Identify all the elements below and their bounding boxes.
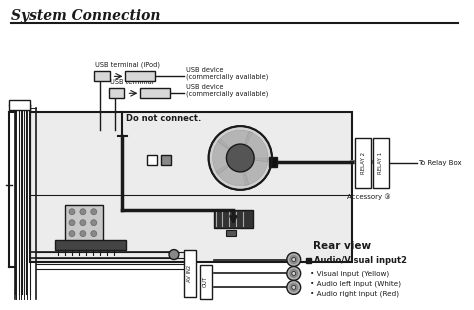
Text: Audio/Visual input2: Audio/Visual input2 <box>314 256 407 265</box>
Circle shape <box>69 209 75 215</box>
Bar <box>161 155 171 165</box>
Text: iPod: iPod <box>13 103 26 108</box>
Circle shape <box>287 267 301 281</box>
Bar <box>109 88 125 98</box>
Bar <box>126 71 155 81</box>
Text: USB device
(commercially available): USB device (commercially available) <box>186 67 268 80</box>
Text: Do not connect.: Do not connect. <box>127 114 201 123</box>
Circle shape <box>292 286 296 290</box>
Bar <box>65 205 103 243</box>
Text: RELAY 1: RELAY 1 <box>378 152 383 174</box>
Bar <box>147 155 157 165</box>
Bar <box>269 157 277 167</box>
Circle shape <box>80 231 86 237</box>
Circle shape <box>287 253 301 267</box>
Bar <box>355 138 371 188</box>
Text: To Relay Box: To Relay Box <box>419 160 462 166</box>
Text: Accessory ③: Accessory ③ <box>347 194 391 200</box>
Circle shape <box>290 255 298 264</box>
Circle shape <box>292 258 296 262</box>
Circle shape <box>91 231 97 237</box>
Bar <box>184 250 196 297</box>
Text: • Audio left input (White): • Audio left input (White) <box>310 281 401 287</box>
Text: • Visual input (Yellow): • Visual input (Yellow) <box>310 271 389 277</box>
Circle shape <box>69 220 75 226</box>
Bar <box>55 240 127 250</box>
Text: System Connection: System Connection <box>10 9 160 23</box>
Bar <box>94 71 109 81</box>
Text: Rear view: Rear view <box>312 241 371 250</box>
Text: OUT: OUT <box>203 276 208 287</box>
Polygon shape <box>240 158 268 185</box>
Text: • Audio right input (Red): • Audio right input (Red) <box>310 290 399 297</box>
Circle shape <box>287 281 301 294</box>
Circle shape <box>91 220 97 226</box>
Text: USB terminal: USB terminal <box>109 79 153 85</box>
Bar <box>30 112 352 262</box>
Text: USB terminal (iPod): USB terminal (iPod) <box>95 62 160 69</box>
Polygon shape <box>240 131 268 162</box>
Circle shape <box>290 283 298 291</box>
Circle shape <box>227 144 254 172</box>
Circle shape <box>80 220 86 226</box>
Circle shape <box>292 272 296 276</box>
Text: USB device
(commercially available): USB device (commercially available) <box>186 83 268 97</box>
Polygon shape <box>216 158 249 186</box>
Text: AV IN2: AV IN2 <box>187 265 192 282</box>
Bar <box>306 258 310 263</box>
Circle shape <box>91 209 97 215</box>
Polygon shape <box>218 130 253 158</box>
Circle shape <box>290 269 298 277</box>
Polygon shape <box>212 139 240 174</box>
Bar <box>373 138 389 188</box>
Circle shape <box>69 231 75 237</box>
Text: RELAY 2: RELAY 2 <box>361 152 365 174</box>
Circle shape <box>169 250 179 259</box>
Bar <box>140 88 170 98</box>
Circle shape <box>80 209 86 215</box>
Bar <box>214 210 253 228</box>
Bar <box>9 100 30 110</box>
Bar <box>200 264 211 299</box>
Bar <box>227 230 237 236</box>
Circle shape <box>209 126 272 190</box>
